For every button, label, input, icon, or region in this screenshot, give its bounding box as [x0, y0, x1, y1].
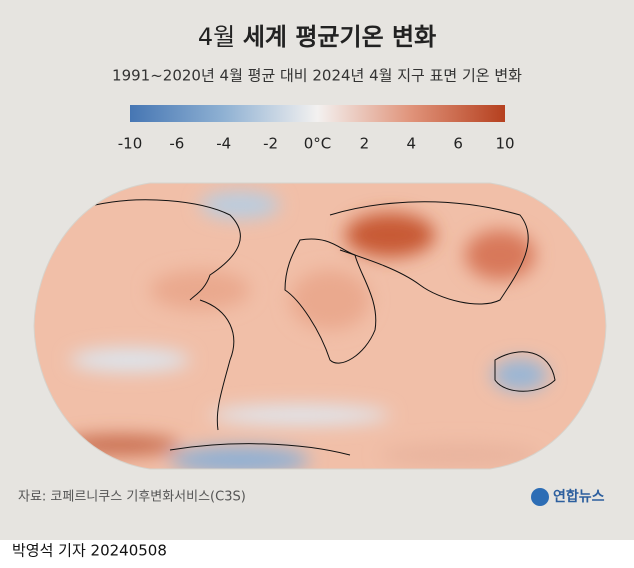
source: 자료: 코페르니쿠스 기후변화서비스(C3S) [18, 490, 246, 505]
logo: 연합뉴스 [553, 488, 605, 505]
title: 4월 세계 평균기온 변화 [198, 23, 436, 51]
legend-tick-label: -10 [118, 135, 143, 153]
byline: 박영석 기자 20240508 [12, 542, 167, 560]
logo-icon [531, 488, 549, 506]
legend-tick-label: 10 [495, 135, 514, 153]
legend-tick-label: -2 [263, 135, 278, 153]
legend-tick-label: -6 [169, 135, 184, 153]
map-outline [33, 182, 607, 470]
legend-tick-label: 2 [360, 135, 370, 153]
title-lead: 4월 [198, 23, 235, 51]
legend-tick-label: -4 [216, 135, 231, 153]
title-main: 세계 평균기온 변화 [243, 23, 436, 51]
legend-tick-label: 0°C [304, 135, 332, 153]
byline-strip [0, 540, 634, 564]
map [34, 183, 606, 469]
subtitle: 1991~2020년 4월 평균 대비 2024년 4월 지구 표면 기온 변화 [112, 67, 522, 85]
color-bar [130, 105, 505, 122]
legend-tick-label: 6 [453, 135, 463, 153]
legend-tick-label: 4 [406, 135, 416, 153]
